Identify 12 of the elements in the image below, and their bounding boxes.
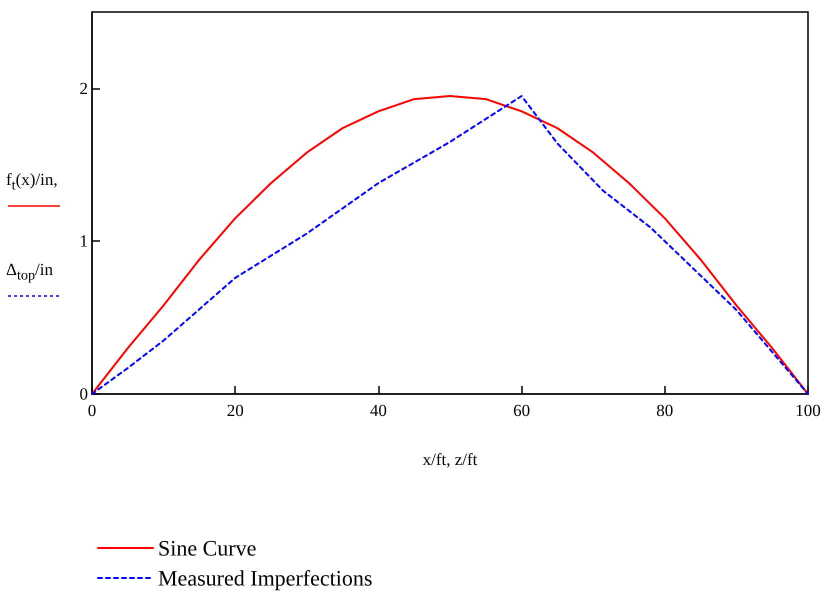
y-tick-label: 2 <box>80 78 88 98</box>
x-tick-label: 40 <box>370 401 387 420</box>
y-tick-label: 0 <box>80 384 88 404</box>
text: f$_{t}$(x)/in, Δ$_{top}$/in <box>6 170 58 284</box>
y-tick-label: 1 <box>80 232 88 251</box>
legend-label: Sine Curve <box>158 536 256 560</box>
x-tick-label: 100 <box>795 401 821 420</box>
legend-label: Measured Imperfections <box>158 566 372 590</box>
x-axis-title: x/ft, z/ft <box>422 450 478 470</box>
x-tick-label: 80 <box>656 401 674 420</box>
x-tick-label: 20 <box>226 401 244 420</box>
x-tick-label: 60 <box>513 401 530 420</box>
